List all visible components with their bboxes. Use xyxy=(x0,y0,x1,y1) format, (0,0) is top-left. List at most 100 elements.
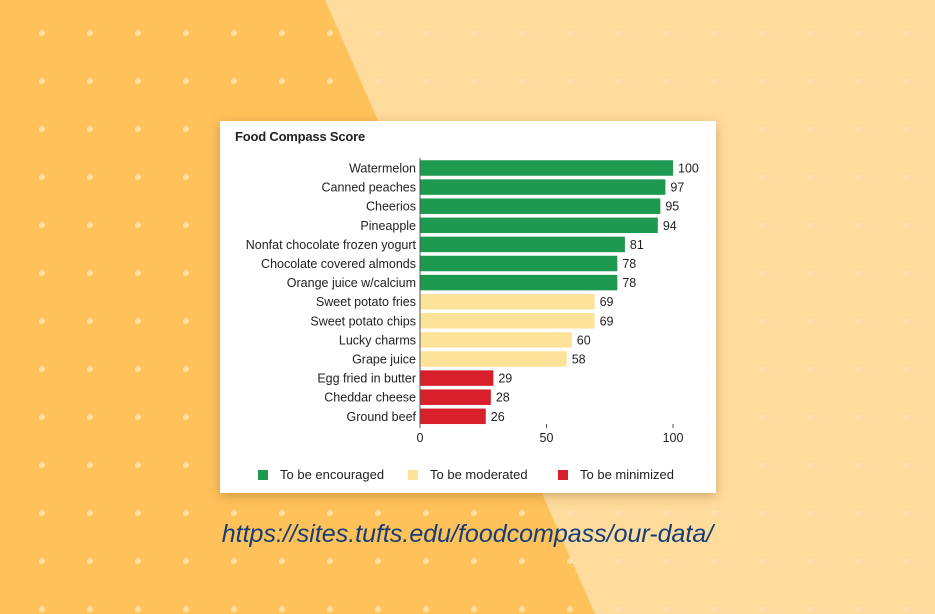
background-dot xyxy=(471,558,477,564)
legend-swatch-encouraged xyxy=(258,469,268,480)
background-dot xyxy=(183,174,189,180)
background-dot xyxy=(855,222,861,228)
background-dot xyxy=(135,414,141,420)
category-label: Pineapple xyxy=(360,219,416,233)
background-dot xyxy=(903,270,909,276)
background-dot xyxy=(135,222,141,228)
background-dot xyxy=(759,606,765,612)
value-label: 94 xyxy=(663,219,677,233)
value-label: 69 xyxy=(600,295,614,309)
background-dot xyxy=(807,318,813,324)
background-dot xyxy=(135,366,141,372)
value-label: 28 xyxy=(496,391,510,405)
category-label: Orange juice w/calcium xyxy=(287,276,416,290)
background-dot xyxy=(759,174,765,180)
legend-swatch-moderated xyxy=(408,469,418,480)
background-dot xyxy=(567,78,573,84)
bar xyxy=(420,217,658,234)
background-dot xyxy=(855,462,861,468)
background-dot xyxy=(759,222,765,228)
background-dot xyxy=(855,174,861,180)
category-label: Canned peaches xyxy=(321,181,416,195)
background-dot xyxy=(663,30,669,36)
background-dot xyxy=(855,510,861,516)
bar xyxy=(420,370,494,386)
background-dot xyxy=(423,558,429,564)
background-dot xyxy=(279,558,285,564)
bar xyxy=(420,313,595,329)
background-dot xyxy=(759,462,765,468)
background-dot xyxy=(135,30,141,36)
bar xyxy=(420,236,625,253)
background-dot xyxy=(327,78,333,84)
background-dot xyxy=(903,558,909,564)
background-dot xyxy=(567,606,573,612)
background-dot xyxy=(903,414,909,420)
background-dot xyxy=(87,318,93,324)
background-dot xyxy=(39,174,45,180)
background-dot xyxy=(807,30,813,36)
background-dot xyxy=(567,30,573,36)
category-label: Nonfat chocolate frozen yogurt xyxy=(246,238,417,252)
background-dot xyxy=(711,510,717,516)
value-label: 100 xyxy=(678,162,699,176)
background-dot xyxy=(423,510,429,516)
background-dot xyxy=(135,270,141,276)
category-label: Grape juice xyxy=(352,353,416,367)
background-dot xyxy=(39,606,45,612)
background-dot xyxy=(39,222,45,228)
background-dot xyxy=(855,30,861,36)
background-dot xyxy=(903,30,909,36)
background-dot xyxy=(519,558,525,564)
bar xyxy=(420,198,661,214)
x-tick-label: 100 xyxy=(663,431,684,445)
background-dot xyxy=(279,30,285,36)
background-dot xyxy=(519,78,525,84)
background-dot xyxy=(855,126,861,132)
background-dot xyxy=(807,222,813,228)
background-dot xyxy=(855,78,861,84)
background-dot xyxy=(855,318,861,324)
category-label: Chocolate covered almonds xyxy=(261,257,416,271)
background-dot xyxy=(87,510,93,516)
background-dot xyxy=(471,510,477,516)
background-dot xyxy=(183,318,189,324)
chart-title: Food Compass Score xyxy=(235,129,366,144)
background-dot xyxy=(855,606,861,612)
background-dot xyxy=(807,174,813,180)
x-tick-label: 50 xyxy=(540,431,554,445)
value-label: 29 xyxy=(498,372,512,386)
background-dot xyxy=(39,30,45,36)
background-dot xyxy=(231,510,237,516)
category-label: Cheddar cheese xyxy=(324,391,416,405)
background-dot xyxy=(663,78,669,84)
background-dot xyxy=(855,414,861,420)
background-dot xyxy=(87,78,93,84)
background-dot xyxy=(375,30,381,36)
category-label: Egg fried in butter xyxy=(317,372,416,386)
background-dot xyxy=(903,318,909,324)
background-dot xyxy=(711,558,717,564)
bar xyxy=(420,160,673,176)
category-label: Watermelon xyxy=(349,162,416,176)
background-dot xyxy=(135,606,141,612)
background-dot xyxy=(423,606,429,612)
background-dot xyxy=(711,78,717,84)
value-label: 97 xyxy=(670,181,684,195)
background-dot xyxy=(471,30,477,36)
background-dot xyxy=(855,558,861,564)
background-dot xyxy=(183,270,189,276)
background-dot xyxy=(39,318,45,324)
background-dot xyxy=(903,366,909,372)
source-link[interactable]: https://sites.tufts.edu/foodcompass/our-… xyxy=(221,520,714,548)
background-dot xyxy=(183,462,189,468)
background-dot xyxy=(231,606,237,612)
background-dot xyxy=(663,510,669,516)
background-dot xyxy=(87,270,93,276)
background-dot xyxy=(519,510,525,516)
background-dot xyxy=(135,318,141,324)
background-dot xyxy=(183,126,189,132)
background-dot xyxy=(663,558,669,564)
background-dot xyxy=(183,606,189,612)
category-label: Cheerios xyxy=(366,200,416,214)
